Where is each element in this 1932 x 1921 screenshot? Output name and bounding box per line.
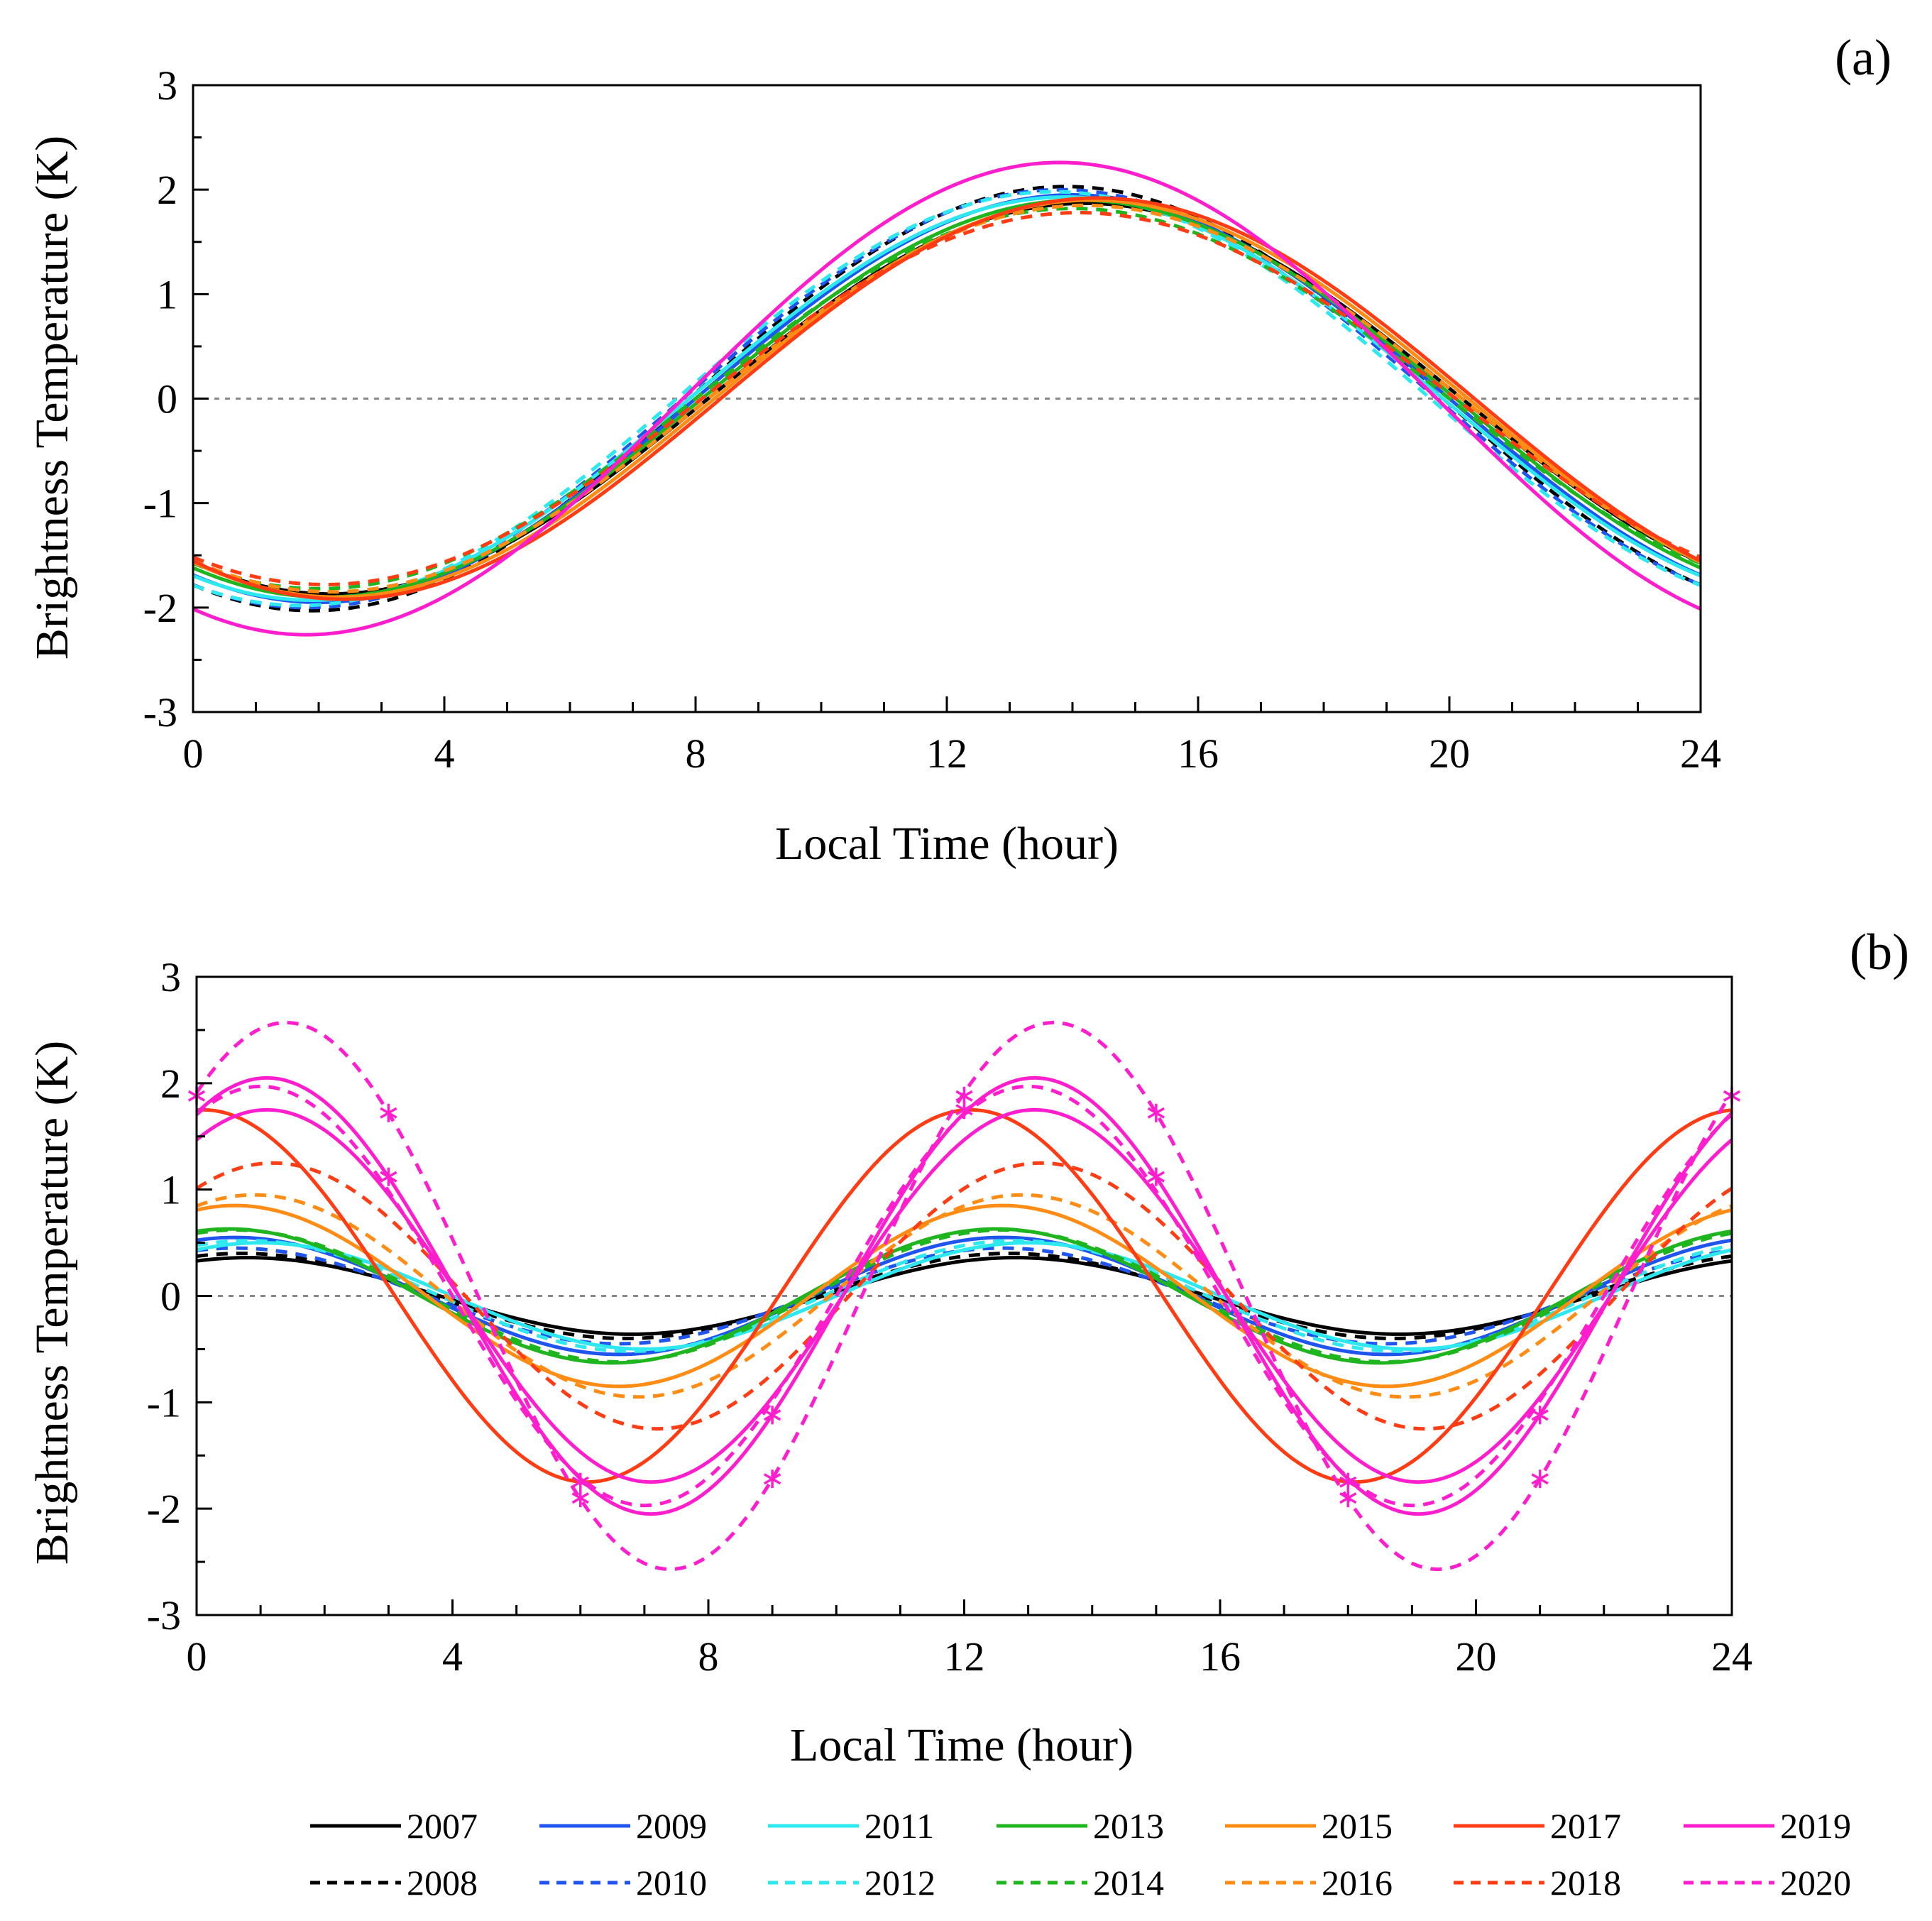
legend-item-2008: 2008 — [310, 1863, 478, 1903]
legend-label: 2018 — [1550, 1863, 1621, 1903]
y-tick-label: -1 — [143, 481, 177, 527]
y-tick-label: -2 — [143, 585, 177, 631]
asterisk-marker — [571, 1472, 589, 1492]
series-line-2016 — [196, 1193, 1733, 1399]
x-tick-label: 20 — [1429, 730, 1470, 777]
series-line-2020-second-trace- — [194, 1020, 1734, 1572]
x-tick-label: 16 — [1178, 730, 1219, 777]
legend-label: 2015 — [1322, 1806, 1393, 1846]
x-axis-title-a: Local Time (hour) — [775, 818, 1119, 870]
legend-item-2017: 2017 — [1454, 1806, 1621, 1846]
y-tick-label: 2 — [157, 167, 177, 213]
legend: 2007 2009 2011 2013 2015 2017 2019 2008 2010 2012… — [310, 1806, 1851, 1903]
x-tick-label: 8 — [698, 1633, 719, 1680]
legend-label: 2014 — [1093, 1863, 1164, 1903]
x-tick-label: 16 — [1200, 1633, 1241, 1680]
legend-label: 2009 — [636, 1806, 707, 1846]
y-tick-label: 0 — [157, 376, 177, 422]
y-tick-label: 1 — [157, 271, 177, 317]
x-tick-label: 24 — [1680, 730, 1721, 777]
y-axis-title-b: Brightness Temperature (K) — [26, 1041, 78, 1565]
legend-label: 2016 — [1322, 1863, 1393, 1903]
legend-item-2016: 2016 — [1225, 1863, 1393, 1903]
series-line-2017 — [192, 196, 1702, 601]
asterisk-marker — [955, 1100, 973, 1120]
y-tick-label: 2 — [160, 1061, 181, 1107]
legend-item-2019: 2019 — [1684, 1806, 1851, 1846]
y-tick-label: 1 — [160, 1167, 181, 1213]
legend-label: 2010 — [636, 1863, 707, 1903]
x-tick-label: 24 — [1711, 1633, 1752, 1680]
x-tick-label: 8 — [686, 730, 706, 777]
legend-label: 2017 — [1550, 1806, 1621, 1846]
x-tick-label: 4 — [442, 1633, 463, 1680]
x-axis-title-b: Local Time (hour) — [790, 1719, 1134, 1771]
legend-label: 2007 — [407, 1806, 478, 1846]
asterisk-marker — [1147, 1167, 1165, 1186]
panel-label-a: (a) — [1835, 29, 1892, 86]
asterisk-marker — [763, 1470, 781, 1489]
legend-label: 2012 — [865, 1863, 935, 1903]
x-tick-label: 12 — [926, 730, 967, 777]
asterisk-marker — [1339, 1472, 1357, 1492]
x-tick-label: 0 — [183, 730, 204, 777]
asterisk-marker — [571, 1489, 589, 1508]
legend-label: 2008 — [407, 1863, 478, 1903]
legend-item-2012: 2012 — [768, 1863, 935, 1903]
legend-item-2015: 2015 — [1225, 1806, 1393, 1846]
panel-label-b: (b) — [1850, 924, 1909, 980]
legend-item-2014: 2014 — [997, 1863, 1164, 1903]
y-tick-label: 0 — [160, 1274, 181, 1320]
x-tick-label: 12 — [944, 1633, 985, 1680]
y-tick-label: 3 — [160, 954, 181, 1000]
legend-label: 2019 — [1780, 1806, 1851, 1846]
series-line-2019 — [192, 160, 1702, 637]
panel-a: (a) Brightness Temperature (K) Local Tim… — [26, 29, 1892, 870]
legend-item-2020: 2020 — [1684, 1863, 1851, 1903]
y-axis-title-a: Brightness Temperature (K) — [26, 136, 78, 660]
series-line-2015 — [196, 1203, 1733, 1389]
panel-b: (b) Brightness Temperature (K) Local Tim… — [26, 924, 1909, 1771]
legend-item-2009: 2009 — [539, 1806, 707, 1846]
y-tick-label: 3 — [157, 62, 177, 109]
legend-item-2013: 2013 — [997, 1806, 1164, 1846]
legend-item-2010: 2010 — [539, 1863, 707, 1903]
x-tick-label: 20 — [1456, 1633, 1497, 1680]
asterisk-marker — [1531, 1406, 1549, 1425]
legend-item-2018: 2018 — [1454, 1863, 1621, 1903]
asterisk-marker — [380, 1167, 397, 1186]
asterisk-marker — [763, 1406, 781, 1425]
y-tick-label: -2 — [147, 1486, 181, 1532]
asterisk-marker — [380, 1103, 397, 1122]
y-tick-label: -1 — [147, 1379, 181, 1425]
legend-label: 2020 — [1780, 1863, 1851, 1903]
asterisk-marker — [1147, 1103, 1165, 1122]
x-tick-label: 0 — [187, 1633, 207, 1680]
legend-item-2007: 2007 — [310, 1806, 478, 1846]
series-line-2014 — [196, 1228, 1733, 1364]
legend-label: 2013 — [1093, 1806, 1164, 1846]
y-tick-label: -3 — [143, 689, 177, 735]
asterisk-marker — [1339, 1489, 1357, 1508]
y-tick-label: -3 — [147, 1592, 181, 1638]
series-line-2018 — [192, 211, 1701, 586]
asterisk-marker — [1531, 1470, 1549, 1489]
x-tick-label: 4 — [434, 730, 455, 777]
legend-item-2011: 2011 — [768, 1806, 934, 1846]
legend-label: 2011 — [865, 1806, 934, 1846]
